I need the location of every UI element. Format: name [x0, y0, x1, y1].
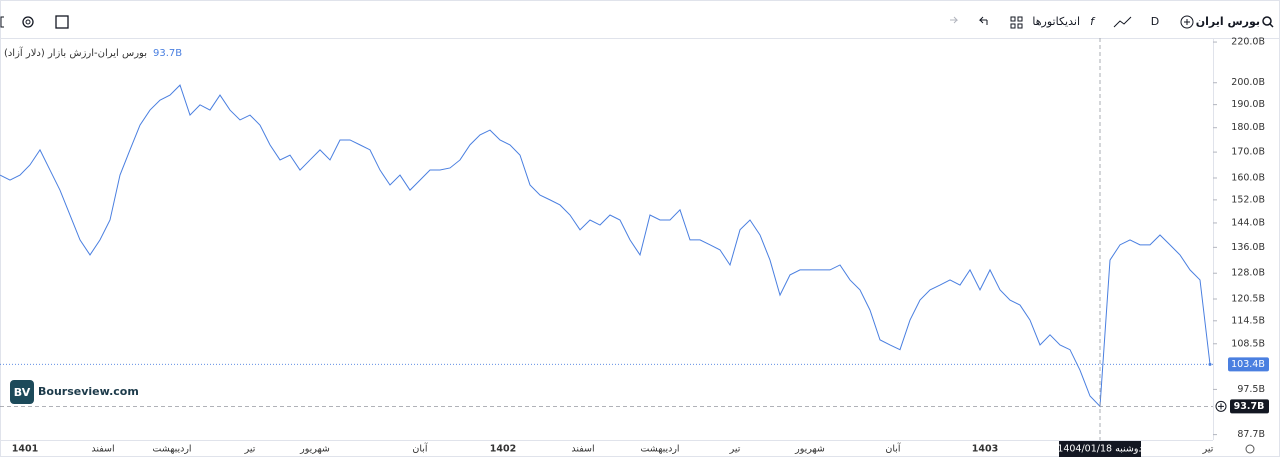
y-tick-label: 180.0B: [1231, 122, 1265, 133]
y-tick-label: 136.0B: [1231, 242, 1265, 253]
x-tick-label: 1403: [972, 444, 998, 455]
y-tick-label: 108.5B: [1231, 338, 1265, 349]
legend-title: بورس ایران-ارزش بازار (دلار آزاد): [4, 46, 147, 59]
undo[interactable]: [978, 16, 988, 25]
y-tick-label: 144.0B: [1231, 217, 1265, 228]
crosshair-add-icon: [1218, 403, 1224, 410]
y-tick-label: 170.0B: [1231, 147, 1265, 158]
logo: BV: [14, 386, 31, 399]
y-tick-label: 200.0B: [1231, 77, 1265, 88]
fullscreen[interactable]: [55, 15, 69, 29]
search-icon-handle: [1269, 23, 1274, 28]
y-tick-label: 120.5B: [1231, 293, 1265, 304]
x-tick-label: آبان: [885, 442, 901, 455]
y-tick-label: 114.5B: [1231, 315, 1265, 326]
x-tick-label: تیر: [1202, 444, 1214, 455]
x-tick-label: 1402: [490, 444, 516, 455]
x-tick-label: اسفند: [91, 444, 114, 455]
add-icon: [1184, 19, 1190, 25]
crosshair-value-box: [1230, 399, 1269, 414]
crosshair-date: 1404/01/18 دوشنبه: [1057, 444, 1142, 455]
x-tick-label: اردیبهشت: [152, 444, 191, 455]
x-tick-label: شهریور: [794, 444, 825, 455]
legend-value: 93.7B: [153, 48, 182, 59]
y-tick-label: 97.5B: [1237, 384, 1265, 395]
x-tick-label: 1401: [12, 444, 38, 455]
search-icon[interactable]: [1262, 16, 1272, 26]
settings-core: [25, 19, 31, 25]
price-label-box: [1228, 357, 1269, 372]
x-tick-label: شهریور: [299, 444, 330, 455]
line: [0, 84, 1211, 408]
indicators[interactable]: اندیکاتورها: [1032, 15, 1080, 28]
axis-settings[interactable]: [1245, 444, 1255, 454]
y-tick-label: 220.0B: [1231, 37, 1265, 48]
layout-icon[interactable]: [1010, 16, 1023, 29]
add-compare[interactable]: [1180, 15, 1194, 29]
symbol[interactable]: بورس ایران: [1196, 15, 1260, 28]
x-tick-label: آبان: [412, 442, 428, 455]
y-tick-label: 152.0B: [1231, 194, 1265, 205]
panel-edge: [0, 16, 4, 28]
y-tick-label: 160.0B: [1231, 172, 1265, 183]
x-tick-label: اسفند: [571, 444, 594, 455]
price-label: 103.4B: [1231, 359, 1265, 370]
y-tick-label: 128.0B: [1231, 268, 1265, 279]
y-tick-label: 87.7B: [1237, 429, 1265, 440]
y-tick-label: 190.0B: [1231, 99, 1265, 110]
logo-box: [10, 380, 34, 404]
watermark: Bourseview.com: [38, 385, 139, 398]
x-tick-label: تیر: [729, 444, 741, 455]
crosshair-value: 93.7B: [1234, 401, 1265, 412]
interval[interactable]: D: [1151, 15, 1159, 28]
fx-icon[interactable]: f: [1090, 15, 1096, 28]
x-tick-label: اردیبهشت: [640, 444, 679, 455]
x-tick-label: تیر: [244, 444, 256, 455]
chart-style[interactable]: [1113, 16, 1132, 28]
redo[interactable]: [950, 16, 959, 24]
settings[interactable]: [22, 16, 34, 28]
crosshair-date-box: [1059, 441, 1141, 457]
